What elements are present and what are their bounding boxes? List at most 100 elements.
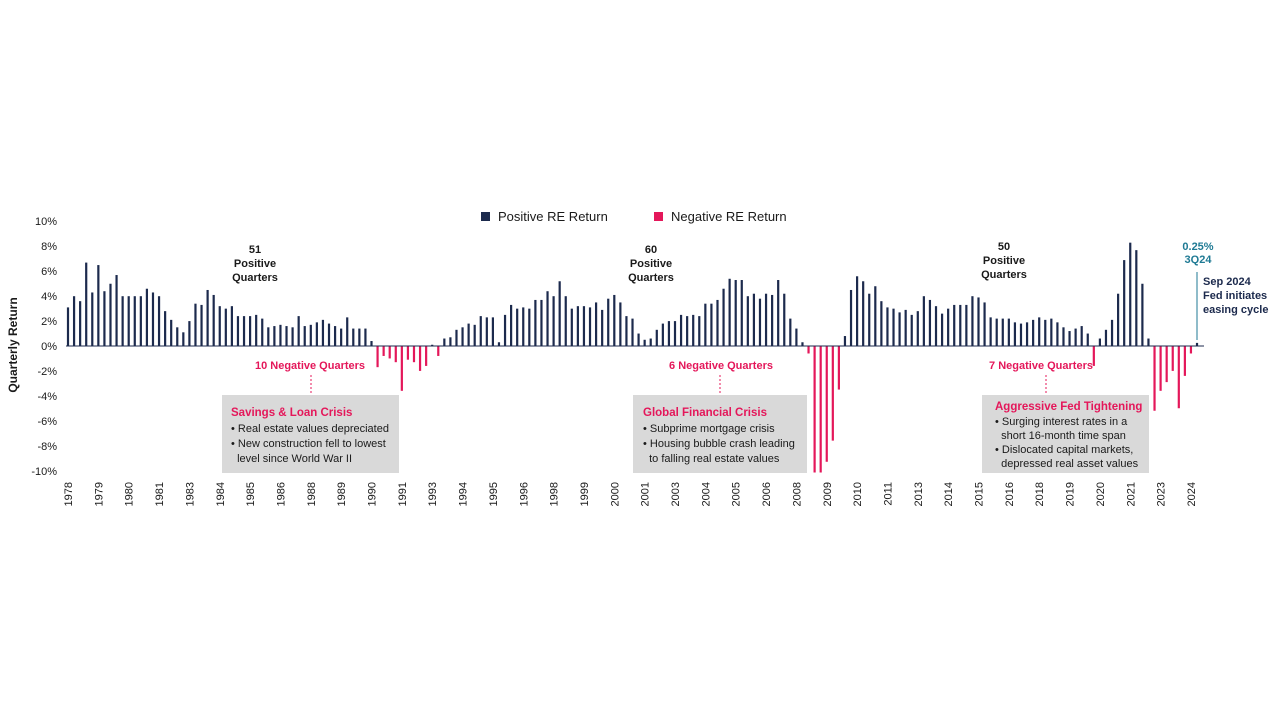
bar-positive	[1147, 338, 1150, 346]
bar-positive	[1129, 242, 1132, 346]
bar-negative	[394, 346, 397, 363]
negative-period-label-1: 10 Negative Quarters	[255, 360, 365, 372]
bar-positive	[740, 280, 743, 346]
x-tick-label: 2013	[913, 482, 925, 506]
positive-line2-1: Quarters	[232, 272, 278, 284]
bar-positive	[856, 276, 859, 346]
bar-positive	[72, 296, 76, 346]
bar-positive	[176, 327, 179, 346]
x-tick-label: 1979	[93, 482, 105, 506]
bar-positive	[789, 318, 792, 346]
bar-positive	[686, 316, 689, 346]
bar-positive	[85, 262, 88, 346]
x-tick-label: 1978	[63, 482, 75, 506]
positive-period-3: 50 Positive Quarters	[981, 241, 1027, 281]
positive-count-3: 50	[998, 241, 1010, 253]
bar-negative	[400, 346, 403, 391]
bar-positive	[607, 298, 610, 346]
bar-positive	[516, 308, 519, 346]
x-tick-label: 2020	[1095, 482, 1107, 506]
bar-positive	[922, 296, 925, 346]
x-tick-label: 1994	[458, 482, 470, 506]
bar-positive	[1104, 329, 1108, 346]
bar-positive	[309, 324, 312, 346]
bar-positive	[528, 308, 531, 346]
event-label-date: Sep 2024	[1203, 276, 1252, 288]
y-tick-label: -8%	[37, 441, 57, 453]
bar-positive	[886, 307, 889, 346]
bar-positive	[1013, 322, 1017, 346]
bar-positive	[1068, 331, 1071, 346]
bar-positive	[771, 294, 774, 346]
x-tick-label: 1999	[579, 482, 591, 506]
bar-positive	[242, 316, 246, 346]
bar-negative	[837, 346, 840, 390]
bar-positive	[352, 328, 355, 346]
bar-negative	[425, 346, 428, 366]
bar-positive	[534, 299, 537, 346]
y-tick-label: 6%	[41, 266, 57, 278]
bar-positive	[97, 265, 100, 346]
bar-positive	[1135, 250, 1138, 346]
bar-negative	[1153, 346, 1156, 411]
bar-positive	[643, 339, 646, 346]
bar-positive	[79, 301, 82, 346]
bar-positive	[1032, 319, 1035, 346]
bar-positive	[315, 322, 318, 346]
bar-positive	[1123, 260, 1126, 346]
bar-positive	[115, 275, 118, 346]
x-tick-label: 2011	[883, 482, 895, 506]
latest-value-label: 0.25%	[1182, 241, 1213, 253]
bar-positive	[928, 299, 932, 346]
bar-positive	[133, 296, 136, 346]
y-tick-label: 2%	[41, 316, 57, 328]
x-tick-label: 1980	[124, 482, 136, 506]
bar-negative	[1092, 346, 1095, 366]
bar-positive	[1044, 319, 1047, 346]
bar-positive	[989, 317, 992, 346]
bar-negative	[388, 346, 391, 359]
crisis-box-line: to falling real estate values	[643, 453, 780, 465]
x-tick-label: 1981	[154, 482, 166, 506]
x-tick-label: 2015	[974, 482, 986, 506]
y-tick-labels: 10% 8% 6% 4% 2% 0% -2% -4% -6% -8% -10%	[31, 216, 57, 478]
bar-positive	[346, 317, 349, 346]
x-tick-label: 2021	[1125, 482, 1137, 506]
x-tick-label: 2019	[1065, 482, 1077, 506]
positive-period-1: 51 Positive Quarters	[232, 244, 278, 284]
crisis-box-line: • Real estate values depreciated	[231, 423, 389, 435]
bar-positive	[188, 321, 191, 346]
x-tick-label: 2000	[609, 482, 621, 506]
bar-positive	[801, 342, 804, 346]
bar-positive	[795, 328, 798, 346]
bar-positive	[546, 291, 549, 346]
bar-positive	[728, 278, 731, 346]
bar-positive	[503, 314, 507, 347]
bar-positive	[170, 319, 173, 346]
bar-positive	[449, 337, 452, 346]
bar-positive	[291, 327, 294, 346]
y-tick-label: 8%	[41, 241, 57, 253]
bar-positive	[1074, 328, 1077, 346]
bar-positive	[947, 308, 950, 346]
bar-negative	[382, 346, 385, 356]
x-tick-label: 2009	[822, 482, 834, 506]
bar-positive	[327, 323, 331, 346]
bar-positive	[121, 296, 124, 346]
x-tick-label: 1984	[215, 482, 227, 506]
bar-negative	[418, 346, 422, 371]
bar-positive	[370, 341, 373, 346]
crisis-box-3: Aggressive Fed Tightening • Surging inte…	[982, 395, 1149, 473]
crisis-box-line: • Dislocated capital markets,	[995, 444, 1133, 456]
bar-positive	[783, 293, 786, 346]
bar-positive	[479, 316, 482, 346]
bar-positive	[892, 308, 895, 346]
bar-positive	[1019, 323, 1023, 346]
crisis-box-line: depressed real asset values	[995, 458, 1139, 470]
bar-positive	[1038, 317, 1041, 346]
crisis-box-line: level since World War II	[231, 453, 352, 465]
legend-label-negative: Negative RE Return	[671, 209, 787, 224]
bar-negative	[1183, 346, 1186, 376]
bar-positive	[722, 288, 725, 346]
